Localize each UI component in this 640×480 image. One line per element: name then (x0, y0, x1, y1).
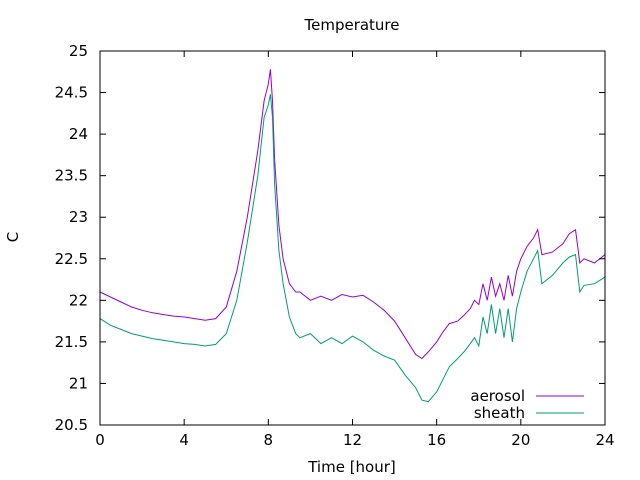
legend-label-aerosol: aerosol (470, 387, 525, 405)
x-tick-label: 24 (595, 431, 614, 449)
y-tick-label: 21.5 (55, 333, 88, 351)
y-tick-label: 23 (69, 208, 88, 226)
y-tick-label: 22.5 (55, 250, 88, 268)
x-tick-label: 4 (179, 431, 189, 449)
x-tick-label: 0 (95, 431, 105, 449)
legend-label-sheath: sheath (474, 404, 525, 422)
y-tick-label: 25 (69, 42, 88, 60)
plot-frame (99, 50, 606, 426)
y-axis-label: C (4, 232, 22, 242)
x-tick-label: 16 (427, 431, 446, 449)
y-tick-label: 23.5 (55, 167, 88, 185)
y-tick-label: 24 (69, 125, 88, 143)
y-tick-label: 20.5 (55, 416, 88, 434)
chart-title: Temperature (303, 16, 399, 34)
x-axis-label: Time [hour] (307, 458, 396, 476)
series-line-aerosol (99, 69, 606, 360)
x-tick-label: 8 (264, 431, 274, 449)
y-tick-label: 24.5 (55, 84, 88, 102)
x-tick-label: 12 (343, 431, 362, 449)
y-tick-label: 21 (69, 374, 88, 392)
axis-ticks: 0 4 8 12 16 20 24 20.5 21 21.5 22 22.5 23 23.5 24 24.5 2… (55, 42, 615, 449)
plot-area (99, 69, 606, 403)
y-tick-label: 22 (69, 291, 88, 309)
series-line-sheath (99, 94, 606, 403)
x-tick-label: 20 (511, 431, 530, 449)
